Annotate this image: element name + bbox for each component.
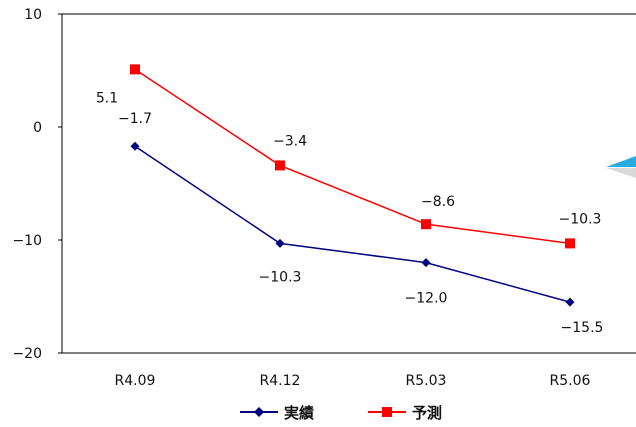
x-tick-label: R5.03 bbox=[406, 373, 447, 389]
legend-marker bbox=[254, 407, 264, 417]
data-point bbox=[275, 160, 285, 170]
data-label: −10.3 bbox=[259, 269, 302, 285]
y-tick-label: −20 bbox=[12, 346, 42, 362]
legend-marker bbox=[382, 407, 392, 417]
data-label: −1.7 bbox=[118, 111, 152, 127]
y-tick-label: 10 bbox=[24, 7, 42, 23]
y-tick-label: −10 bbox=[12, 233, 42, 249]
x-tick-label: R4.12 bbox=[260, 373, 301, 389]
y-tick-label: 0 bbox=[33, 120, 42, 136]
plot-area bbox=[62, 14, 636, 353]
data-label: 5.1 bbox=[96, 90, 118, 106]
legend-label: 実績 bbox=[284, 404, 314, 422]
data-label: −8.6 bbox=[421, 194, 455, 210]
data-point bbox=[130, 64, 140, 74]
x-tick-label: R5.06 bbox=[550, 373, 591, 389]
x-tick-label: R4.09 bbox=[115, 373, 156, 389]
legend-label: 予測 bbox=[412, 404, 442, 422]
data-point bbox=[421, 219, 431, 229]
data-label: −3.4 bbox=[273, 133, 307, 149]
data-point bbox=[565, 238, 575, 248]
data-label: −12.0 bbox=[405, 291, 448, 307]
data-label: −15.5 bbox=[561, 320, 604, 336]
legend: 実績 予測 bbox=[240, 404, 442, 422]
data-label: −10.3 bbox=[559, 211, 602, 227]
